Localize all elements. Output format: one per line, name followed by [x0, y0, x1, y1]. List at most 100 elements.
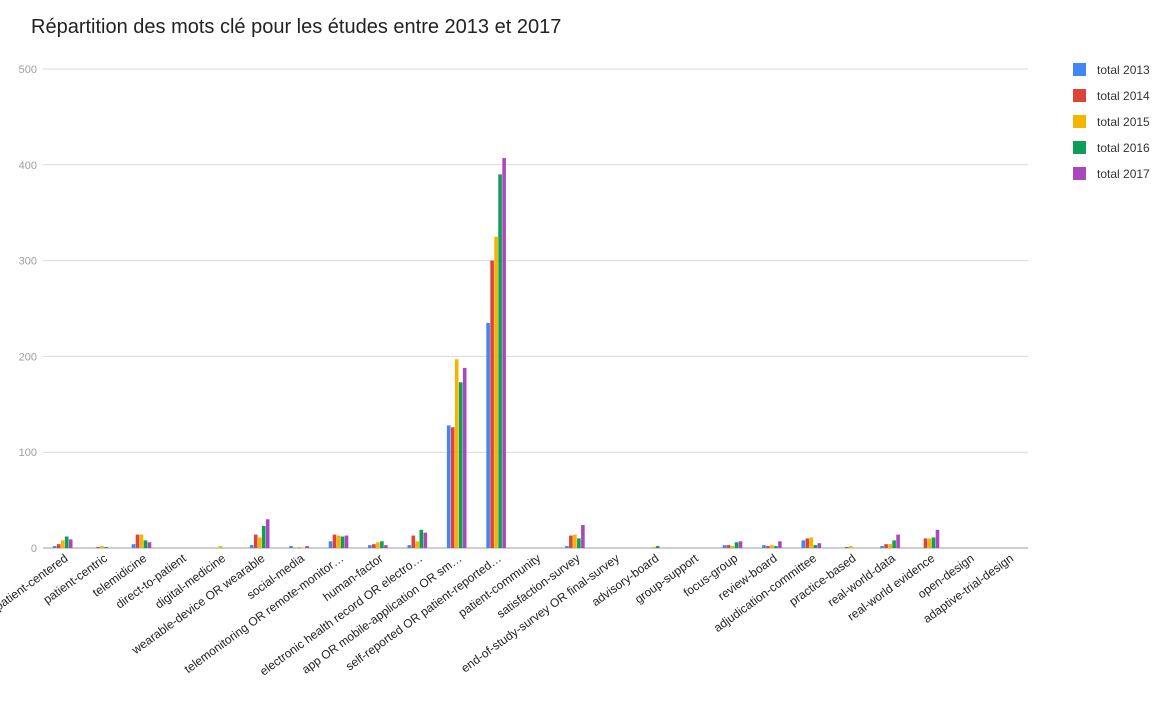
bar[interactable]: [805, 538, 810, 548]
bar[interactable]: [844, 547, 849, 548]
bar[interactable]: [490, 260, 494, 548]
bar[interactable]: [655, 546, 660, 548]
bar[interactable]: [218, 546, 223, 548]
bar[interactable]: [139, 534, 144, 548]
bar[interactable]: [581, 525, 585, 548]
bar[interactable]: [143, 540, 148, 548]
bar[interactable]: [56, 544, 61, 548]
bar[interactable]: [458, 382, 463, 548]
bar[interactable]: [100, 546, 104, 548]
bar[interactable]: [722, 545, 727, 548]
bar[interactable]: [96, 547, 100, 548]
bar[interactable]: [68, 539, 73, 548]
bar[interactable]: [462, 367, 467, 548]
bar[interactable]: [762, 545, 766, 548]
bar[interactable]: [265, 519, 270, 548]
bar[interactable]: [340, 536, 345, 549]
legend-swatch: [1073, 141, 1086, 154]
bar[interactable]: [249, 545, 254, 548]
bar[interactable]: [419, 529, 424, 548]
y-tick-label: 100: [19, 447, 37, 459]
bar[interactable]: [253, 534, 258, 548]
bar[interactable]: [801, 540, 806, 548]
bar[interactable]: [336, 535, 341, 548]
bar[interactable]: [813, 545, 818, 548]
bar[interactable]: [297, 547, 301, 548]
bar[interactable]: [494, 236, 498, 548]
bar[interactable]: [888, 544, 892, 548]
bar[interactable]: [577, 538, 581, 548]
bar[interactable]: [569, 535, 573, 548]
bar[interactable]: [774, 546, 778, 548]
y-tick-label: 200: [19, 351, 37, 363]
bar[interactable]: [450, 427, 455, 548]
bar[interactable]: [884, 544, 888, 548]
bar[interactable]: [423, 532, 428, 548]
bar[interactable]: [344, 535, 349, 548]
bar[interactable]: [770, 545, 774, 548]
legend-label: total 2015: [1097, 115, 1150, 129]
bar[interactable]: [135, 534, 140, 548]
bar[interactable]: [407, 545, 412, 548]
legend-label: total 2014: [1097, 89, 1150, 103]
bar[interactable]: [104, 547, 108, 548]
bar[interactable]: [368, 545, 372, 548]
bar[interactable]: [573, 534, 577, 548]
bar[interactable]: [380, 541, 384, 548]
bar[interactable]: [848, 546, 853, 548]
bar[interactable]: [454, 359, 459, 548]
bar[interactable]: [446, 425, 451, 548]
y-tick-label: 400: [19, 160, 37, 172]
bar[interactable]: [927, 538, 932, 548]
x-axis-labels: patient-centeredpatient-centrictelemidic…: [0, 551, 1016, 679]
bar[interactable]: [892, 540, 896, 548]
bar[interactable]: [52, 546, 57, 548]
bar[interactable]: [931, 537, 936, 548]
bar[interactable]: [896, 534, 900, 548]
bar[interactable]: [738, 541, 743, 548]
bar[interactable]: [384, 545, 388, 548]
bar[interactable]: [289, 546, 293, 548]
bar[interactable]: [257, 537, 262, 548]
bar[interactable]: [415, 541, 420, 548]
y-tick-label: 300: [19, 256, 37, 268]
bar[interactable]: [147, 542, 152, 548]
bar[interactable]: [305, 546, 309, 548]
bar[interactable]: [486, 322, 490, 548]
bar[interactable]: [651, 547, 656, 548]
bar[interactable]: [332, 534, 337, 548]
bar[interactable]: [766, 546, 770, 548]
bar[interactable]: [726, 545, 731, 548]
bar[interactable]: [60, 540, 65, 548]
bar[interactable]: [923, 538, 928, 548]
bar[interactable]: [778, 541, 782, 548]
legend-label: total 2016: [1097, 141, 1150, 155]
bar[interactable]: [502, 158, 506, 548]
legend-swatch: [1073, 167, 1086, 180]
bar[interactable]: [730, 546, 735, 548]
bar[interactable]: [817, 543, 822, 548]
bar[interactable]: [565, 546, 569, 548]
bar[interactable]: [411, 535, 416, 548]
bar[interactable]: [376, 542, 380, 548]
bar[interactable]: [64, 536, 69, 549]
y-tick-label: 500: [19, 64, 37, 76]
legend-label: total 2013: [1097, 63, 1150, 77]
bar[interactable]: [734, 542, 739, 548]
legend-label: total 2017: [1097, 167, 1150, 181]
legend: total 2013 total 2014 total 2015 total 2016…: [1073, 63, 1150, 181]
bar[interactable]: [935, 529, 940, 548]
bar[interactable]: [261, 525, 266, 548]
x-tick-label: advisory-board: [589, 551, 661, 609]
legend-swatch: [1073, 115, 1086, 128]
bar[interactable]: [880, 546, 884, 548]
bar-layer: [52, 158, 940, 549]
bar[interactable]: [131, 544, 136, 548]
legend-swatch: [1073, 63, 1086, 76]
chart-title: Répartition des mots clé pour les études…: [31, 16, 562, 38]
bar[interactable]: [372, 544, 376, 548]
bar[interactable]: [328, 541, 333, 548]
bar[interactable]: [498, 174, 502, 548]
bar[interactable]: [809, 537, 814, 548]
